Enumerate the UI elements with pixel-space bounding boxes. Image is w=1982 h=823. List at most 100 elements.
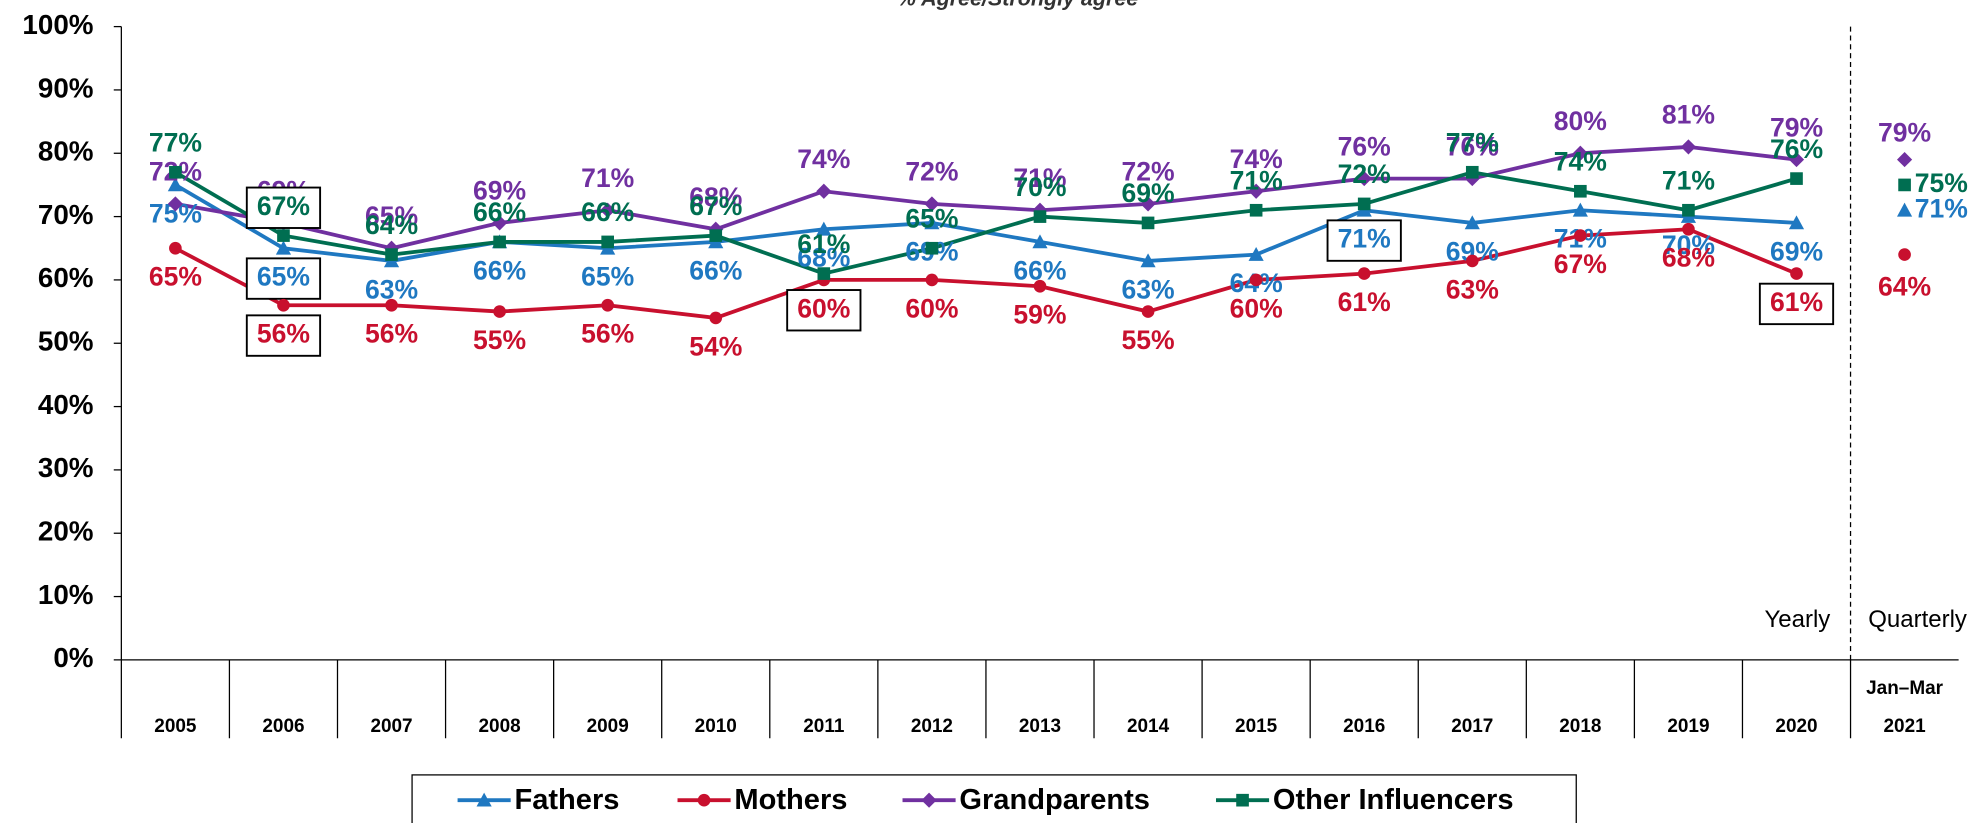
data-point — [1790, 172, 1803, 185]
legend-box — [411, 774, 1577, 823]
data-point — [493, 305, 506, 318]
x-tick-label: 2013 — [1019, 716, 1061, 737]
data-point — [817, 267, 831, 280]
data-label: 65% — [257, 262, 310, 292]
data-label: 56% — [581, 319, 634, 349]
data-point — [601, 235, 615, 249]
data-label: 81% — [1662, 100, 1715, 130]
data-label: 70% — [1013, 172, 1066, 202]
data-label: 72% — [1122, 157, 1175, 187]
y-tick-label: 20% — [38, 516, 94, 547]
y-tick-label: 10% — [38, 579, 94, 610]
data-point — [1033, 279, 1047, 293]
data-label: 66% — [689, 255, 742, 285]
period-label: Yearly — [1764, 606, 1830, 633]
data-label: 71% — [1013, 163, 1066, 193]
data-label: 60% — [905, 293, 958, 323]
data-point — [1572, 145, 1588, 161]
data-label: 54% — [689, 331, 742, 361]
data-point — [1032, 234, 1048, 249]
data-point — [493, 235, 506, 249]
x-tick-label: 2021 — [1883, 716, 1926, 737]
x-tick-label: 2010 — [695, 716, 737, 737]
data-label: 71% — [1230, 165, 1283, 195]
data-label: 69% — [1122, 178, 1175, 208]
data-point — [1141, 305, 1155, 318]
data-point — [925, 273, 939, 287]
data-label: 72% — [1338, 159, 1391, 189]
data-point — [1682, 203, 1695, 217]
x-tick-label: 2018 — [1559, 716, 1601, 737]
data-label: 71% — [1338, 224, 1391, 254]
data-label: 66% — [473, 197, 526, 227]
data-point — [924, 196, 940, 212]
data-point — [1357, 197, 1371, 211]
data-point — [1249, 203, 1263, 217]
data-point — [816, 221, 832, 236]
x-tick-label: 2012 — [911, 716, 953, 737]
legend-marker — [697, 793, 711, 807]
y-tick-label: 30% — [38, 452, 94, 483]
data-point — [1572, 202, 1588, 217]
legend-marker — [1236, 793, 1249, 807]
data-point — [1574, 229, 1587, 242]
legend-label: Mothers — [734, 784, 847, 816]
data-point — [1249, 273, 1263, 287]
data-point — [385, 248, 398, 261]
y-tick-label: 70% — [38, 199, 94, 230]
data-point — [1898, 248, 1911, 261]
data-label: 65% — [149, 262, 202, 292]
label-box — [1326, 219, 1402, 262]
legend-marker — [476, 792, 492, 807]
data-point — [1465, 165, 1479, 179]
data-point — [275, 240, 292, 255]
data-point — [709, 311, 723, 325]
data-label: 77% — [1446, 127, 1499, 157]
data-label: 60% — [797, 293, 850, 323]
data-label: 79% — [1878, 117, 1931, 147]
data-point — [167, 196, 183, 212]
data-point — [1141, 216, 1155, 230]
y-tick-label: 60% — [38, 262, 94, 293]
data-point — [1140, 253, 1156, 268]
data-point — [169, 165, 182, 179]
data-point — [1574, 184, 1587, 198]
x-tick-label: 2009 — [587, 716, 629, 737]
data-point — [1464, 215, 1480, 230]
data-label: 74% — [1554, 146, 1607, 176]
data-point — [600, 202, 616, 218]
data-label: 56% — [257, 319, 310, 349]
data-point — [1788, 215, 1805, 230]
data-point — [1896, 152, 1913, 168]
data-point — [1680, 139, 1697, 155]
data-label: 59% — [1013, 300, 1066, 330]
x-tick-label: 2017 — [1451, 716, 1493, 737]
data-label: 71% — [1915, 193, 1968, 223]
data-label: 65% — [365, 201, 418, 231]
data-label: 61% — [1770, 287, 1823, 317]
data-label: 67% — [689, 191, 742, 221]
label-box — [786, 289, 862, 332]
data-point — [1788, 152, 1805, 168]
series-line — [174, 227, 1798, 320]
label-box — [245, 314, 322, 357]
y-tick-label: 80% — [38, 136, 94, 167]
data-point — [1898, 178, 1911, 192]
legend-label: Other Influencers — [1273, 784, 1514, 816]
data-label: 61% — [1338, 287, 1391, 317]
label-box — [245, 186, 322, 229]
data-point — [925, 241, 939, 255]
series-line — [175, 145, 1797, 251]
series-line — [174, 170, 1798, 276]
data-point — [169, 241, 182, 255]
x-tick-label: 2020 — [1775, 716, 1817, 737]
chart-subtitle: % Agree/Strongly agree — [897, 0, 1138, 11]
data-label: 65% — [581, 262, 634, 292]
x-tick-label: 2014 — [1127, 716, 1170, 737]
data-label: 69% — [473, 176, 526, 206]
data-point — [924, 215, 940, 230]
x-tick-label: 2008 — [479, 716, 521, 737]
data-label: 76% — [1446, 131, 1499, 161]
data-label: 65% — [905, 203, 958, 233]
